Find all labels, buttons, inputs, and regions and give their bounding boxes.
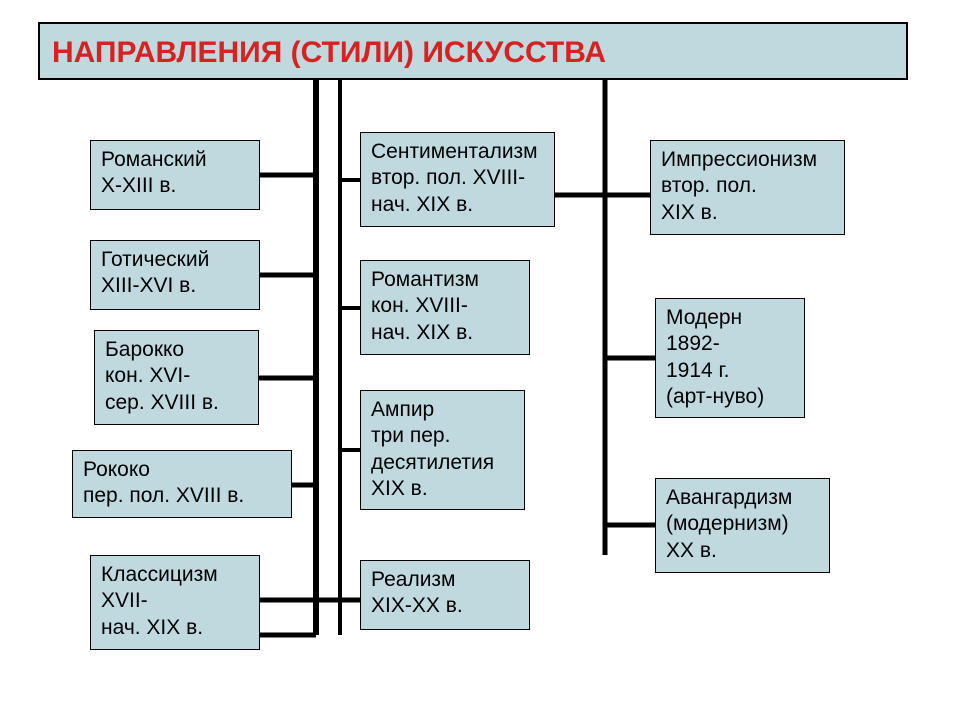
node-label: Реализм XIX-XX в. (361, 561, 529, 620)
node-label: Сентиментализм втор. пол. XVIII- нач. XI… (361, 133, 554, 218)
node-modern: Модерн 1892- 1914 г. (арт-нуво) (655, 298, 805, 418)
node-avangardizm: Авангардизм (модернизм) XX в. (655, 478, 830, 573)
node-gotichesky: Готический XIII-XVI в. (90, 240, 260, 310)
node-realizm: Реализм XIX-XX в. (360, 560, 530, 630)
node-label: Ампир три пер. десятилетия XIX в. (361, 391, 524, 502)
node-sentimentalism: Сентиментализм втор. пол. XVIII- нач. XI… (360, 132, 555, 227)
node-klassicizm: Классицизм XVII- нач. XIX в. (90, 555, 260, 650)
diagram-title-text: НАПРАВЛЕНИЯ (СТИЛИ) ИСКУССТВА (40, 24, 906, 72)
node-label: Готический XIII-XVI в. (91, 241, 259, 300)
node-label: Барокко кон. XVI- сер. XVIII в. (95, 331, 258, 416)
node-impressionizm: Импрессионизм втор. пол. XIX в. (650, 140, 845, 235)
node-barokko: Барокко кон. XVI- сер. XVIII в. (94, 330, 259, 425)
node-romantizm: Романтизм кон. XVIII- нач. XIX в. (360, 260, 530, 355)
node-label: Романтизм кон. XVIII- нач. XIX в. (361, 261, 529, 346)
node-label: Рококо пер. пол. XVIII в. (73, 451, 291, 510)
node-ampir: Ампир три пер. десятилетия XIX в. (360, 390, 525, 510)
diagram-title: НАПРАВЛЕНИЯ (СТИЛИ) ИСКУССТВА (38, 22, 908, 80)
node-label: Классицизм XVII- нач. XIX в. (91, 556, 259, 641)
node-label: Импрессионизм втор. пол. XIX в. (651, 141, 844, 226)
node-rokoko: Рококо пер. пол. XVIII в. (72, 450, 292, 518)
node-romansky: Романский X-XIII в. (90, 140, 260, 210)
diagram-stage: НАПРАВЛЕНИЯ (СТИЛИ) ИСКУССТВА Романский X… (0, 0, 960, 720)
node-label: Авангардизм (модернизм) XX в. (656, 479, 829, 564)
node-label: Романский X-XIII в. (91, 141, 259, 200)
node-label: Модерн 1892- 1914 г. (арт-нуво) (656, 299, 804, 410)
